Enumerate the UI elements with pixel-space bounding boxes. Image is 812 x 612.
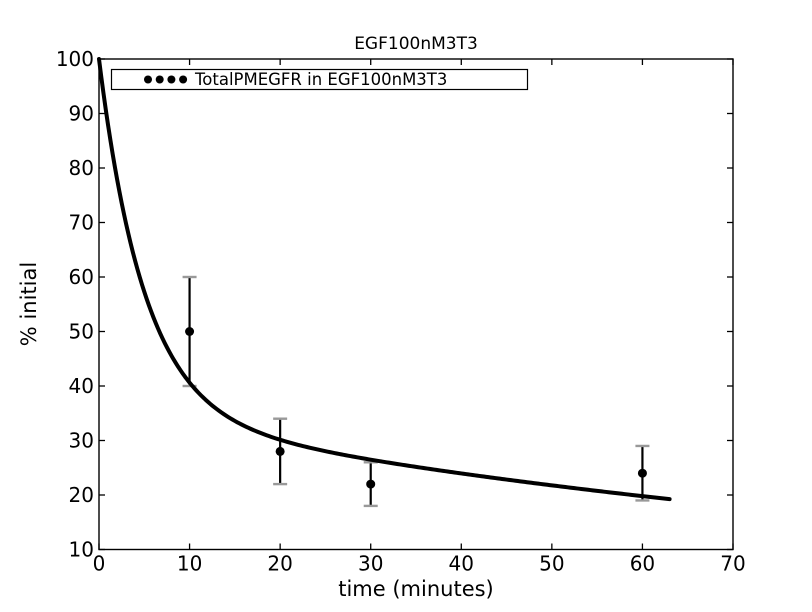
y-tick-label: 50 — [69, 320, 94, 344]
x-tick-label: 70 — [720, 552, 745, 576]
y-tick-label: 20 — [69, 483, 94, 507]
y-tick-label: 10 — [69, 538, 94, 562]
legend-marker-dot — [167, 75, 176, 84]
x-tick-label: 50 — [539, 552, 564, 576]
y-tick-label: 40 — [69, 374, 94, 398]
y-tick-label: 70 — [69, 211, 94, 235]
y-tick-label: 30 — [69, 429, 94, 453]
plot-data-layer — [97, 57, 672, 508]
legend-box — [110, 68, 529, 91]
chart-title: EGF100nM3T3 — [354, 34, 478, 54]
x-tick-label: 30 — [358, 552, 383, 576]
y-tick-label: 90 — [69, 102, 94, 126]
y-tick-label: 80 — [69, 156, 94, 180]
y-tick-label: 100 — [56, 47, 94, 71]
data-point-marker — [637, 468, 647, 478]
data-point-marker — [275, 446, 285, 456]
x-tick-label: 20 — [267, 552, 292, 576]
legend-marker-dot — [155, 75, 164, 84]
x-axis-label: time (minutes) — [338, 577, 494, 601]
legend-marker-dot — [144, 75, 152, 84]
x-tick-label: 40 — [449, 552, 474, 576]
data-point-marker — [185, 327, 195, 336]
legend-marker-dots — [144, 75, 188, 84]
data-point-marker — [366, 479, 376, 489]
y-tick-label: 60 — [69, 265, 94, 289]
legend-label: TotalPMEGFR in EGF100nM3T3 — [194, 70, 447, 89]
x-tick-label: 60 — [630, 552, 655, 576]
plot-border — [98, 58, 734, 551]
x-tick-label: 10 — [177, 552, 202, 576]
fit-curve-line — [97, 57, 672, 502]
legend-marker-dot — [179, 75, 188, 84]
y-axis-label: % initial — [17, 262, 41, 346]
legend: TotalPMEGFR in EGF100nM3T3 — [110, 68, 529, 91]
x-tick-label: 0 — [93, 552, 106, 576]
errorbar-series — [182, 275, 650, 508]
